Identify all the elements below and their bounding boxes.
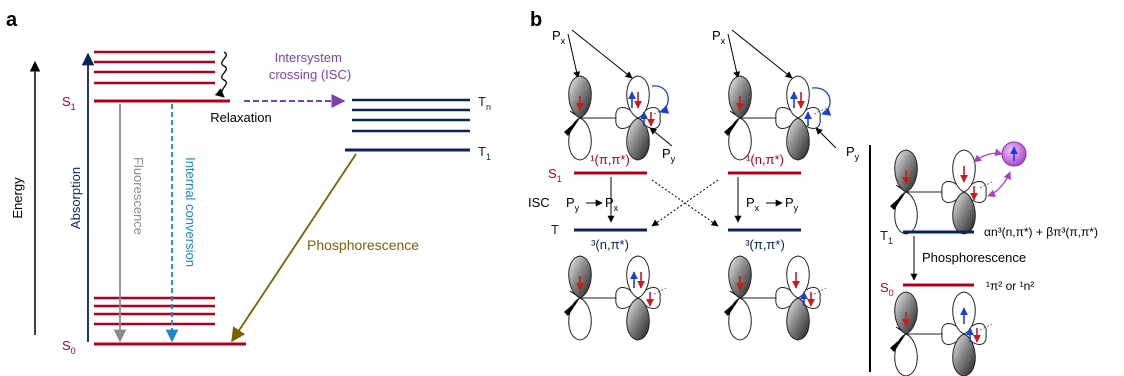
t1-label-b: T1 <box>880 228 893 246</box>
state-t-pi-pi: ³(π,π*) <box>745 237 785 252</box>
isc-label-b: ISC <box>528 195 550 210</box>
px-label-left: Px <box>552 28 566 46</box>
ground-state-expression: ¹π² or ¹n² <box>986 279 1034 293</box>
fluorescence-label: Fluorescence <box>131 157 146 235</box>
isc-label: Intersystem crossing (ISC) <box>269 50 351 82</box>
absorption-label: Absorption <box>68 167 83 229</box>
py-label-left: Py <box>662 146 676 164</box>
state-s1-n-pi: ¹(n,π*) <box>746 152 784 167</box>
molecule-t1-mixed <box>889 148 1012 235</box>
tn-label: Tn <box>478 94 491 112</box>
panel-b: b Px Px Py Py S <box>528 9 1098 376</box>
t-label-b: T <box>551 222 559 237</box>
molecule-t-pi-pi <box>723 255 827 341</box>
t1-label: T1 <box>478 144 491 162</box>
internal-conversion-label: Internal conversion <box>183 157 198 267</box>
tn-levels <box>352 98 470 133</box>
relaxation-label: Relaxation <box>210 110 271 125</box>
s0-label-b: S0 <box>880 280 894 298</box>
panel-a: a Energy S1 S0 Absorption Relaxation <box>6 9 491 356</box>
molecule-s1-n-pi <box>723 75 832 161</box>
molecule-s1-pi-pi <box>563 75 670 161</box>
panel-b-label: b <box>530 9 542 31</box>
phosphorescence-label-b: Phosphorescence <box>922 250 1026 265</box>
s0-vibrational-levels <box>94 296 215 326</box>
px-target: Px <box>605 195 619 213</box>
state-s1-pi-pi: ¹(π,π*) <box>590 152 630 167</box>
molecule-t-n-pi <box>563 255 667 341</box>
panel-a-label: a <box>6 9 18 31</box>
px-to-py: Px <box>746 195 760 213</box>
cross-dotted-2 <box>651 179 719 227</box>
px-label-right: Px <box>712 28 726 46</box>
mixed-state-expression: αn³(n,π*) + βπ³(π,π*) <box>984 225 1098 239</box>
py-label-right: Py <box>846 144 860 162</box>
relaxation-arrow <box>214 51 227 98</box>
molecule-s0 <box>889 291 993 376</box>
s1-label: S1 <box>62 94 76 112</box>
s0-label: S0 <box>62 338 76 356</box>
state-t-n-pi: ³(n,π*) <box>591 237 629 252</box>
energy-axis-label: Energy <box>10 177 25 219</box>
s1-label-b: S1 <box>548 166 562 184</box>
py-target: Py <box>785 195 799 213</box>
py-to-px: Py <box>566 195 580 213</box>
phosphorescence-arrow <box>231 153 357 343</box>
phosphorescence-label: Phosphorescence <box>307 237 419 253</box>
s1-vibrational-levels <box>94 50 215 85</box>
